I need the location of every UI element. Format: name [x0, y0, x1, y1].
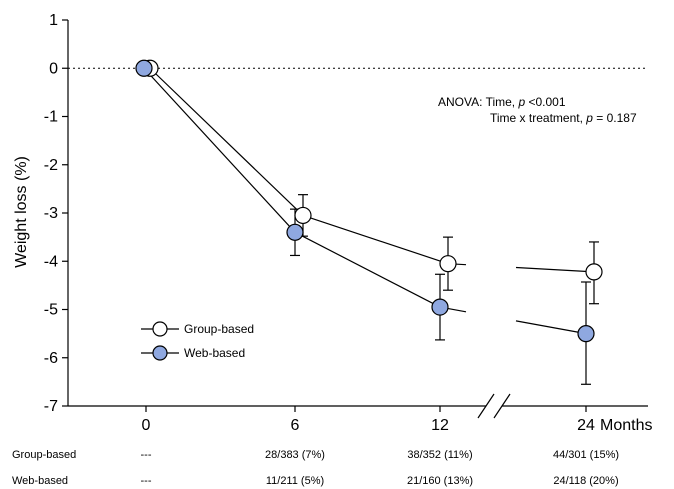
- y-tick-label: -7: [44, 398, 58, 415]
- y-tick-label: -3: [44, 205, 58, 222]
- anova-annotation: ANOVA: Time, p <0.001 Time x treatment, …: [438, 95, 637, 125]
- series-line-web-based: [143, 67, 296, 233]
- legend-label-web-based: Web-based: [184, 346, 245, 360]
- table-cell-group-based: 38/352 (11%): [407, 449, 472, 461]
- legend-item-web-based: Web-based: [141, 345, 245, 361]
- table-row-label-group-based: Group-based: [12, 449, 76, 461]
- axis-break-mark-2: [493, 393, 511, 419]
- x-axis-title: Months: [600, 417, 652, 434]
- y-axis-title: Weight loss (%): [13, 156, 30, 268]
- axes: 1 0 -1 -2 -3 -4 -5 -6 -7 0 6 12 24: [44, 12, 648, 434]
- y-tick-label: 1: [49, 12, 58, 29]
- series-lines: [143, 67, 595, 335]
- y-tick-label: -6: [44, 350, 58, 367]
- point-group-based: [585, 263, 603, 281]
- point-group-based: [294, 206, 312, 225]
- dropout-table: Group-based --- 28/383 (7%) 38/352 (11%) 44/…: [12, 449, 619, 487]
- x-tick-label: 24: [577, 417, 595, 434]
- point-web-based: [431, 298, 449, 316]
- table-cell-web-based: ---: [141, 475, 152, 487]
- legend-marker-group-based: [152, 321, 168, 337]
- data-points: [135, 59, 603, 343]
- axis-break-mark-1: [477, 393, 495, 419]
- legend-marker-web-based: [152, 345, 168, 361]
- table-cell-web-based: 21/160 (13%): [407, 475, 473, 487]
- table-cell-web-based: 11/211 (5%): [266, 475, 324, 487]
- point-group-based: [439, 255, 457, 273]
- y-tick-label: -4: [44, 253, 58, 270]
- point-web-based: [286, 223, 304, 241]
- point-web-based: [577, 325, 595, 343]
- table-cell-group-based: ---: [141, 449, 152, 461]
- x-tick-label: 12: [431, 417, 449, 434]
- table-cell-web-based: 24/118 (20%): [553, 475, 618, 487]
- table-cell-group-based: 28/383 (7%): [265, 449, 325, 461]
- table-cell-group-based: 44/301 (15%): [553, 449, 619, 461]
- anova-line-2: Time x treatment, p = 0.187: [490, 111, 637, 125]
- table-row-label-web-based: Web-based: [12, 475, 68, 487]
- series-line-group-based: [149, 67, 304, 216]
- x-tick-label: 6: [291, 417, 300, 434]
- y-tick-label: 0: [49, 60, 58, 77]
- legend-label-group-based: Group-based: [184, 322, 254, 336]
- y-tick-label: -2: [44, 157, 58, 174]
- series-line-group-based: [302, 214, 449, 265]
- series-line-web-based: [515, 320, 587, 335]
- error-bars: [290, 194, 599, 385]
- point-web-based: [135, 59, 153, 77]
- y-tick-label: -1: [44, 109, 58, 126]
- legend: Group-based Web-based: [141, 321, 254, 361]
- series-line-web-based: [294, 231, 441, 308]
- anova-line-1: ANOVA: Time, p <0.001: [438, 95, 566, 109]
- series-line-group-based: [515, 266, 595, 273]
- x-tick-label: 0: [142, 417, 151, 434]
- legend-item-group-based: Group-based: [141, 321, 254, 337]
- y-tick-label: -5: [44, 302, 58, 319]
